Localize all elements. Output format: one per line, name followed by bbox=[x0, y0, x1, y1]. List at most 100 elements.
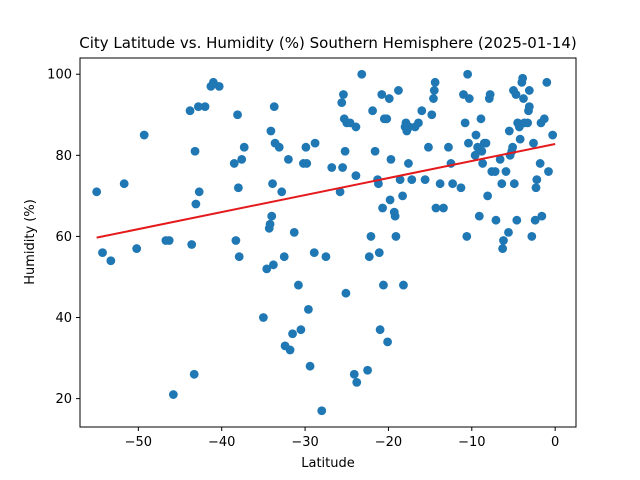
data-point bbox=[98, 248, 107, 258]
data-point bbox=[357, 69, 367, 79]
data-point bbox=[439, 203, 448, 213]
data-point bbox=[214, 81, 224, 91]
data-point bbox=[481, 138, 491, 148]
data-point bbox=[535, 159, 545, 168]
data-point bbox=[265, 219, 275, 229]
data-point bbox=[544, 167, 553, 176]
data-point bbox=[456, 183, 466, 193]
data-point bbox=[132, 244, 142, 253]
data-point bbox=[497, 179, 507, 189]
data-point bbox=[379, 280, 388, 290]
data-point bbox=[349, 369, 359, 379]
data-point bbox=[378, 203, 387, 213]
data-point bbox=[518, 73, 528, 83]
data-point bbox=[495, 154, 505, 164]
chart-title: City Latitude vs. Humidity (%) Southern … bbox=[79, 34, 576, 52]
data-point bbox=[194, 187, 204, 197]
data-point bbox=[352, 378, 362, 387]
data-point bbox=[339, 90, 348, 99]
data-point bbox=[385, 195, 395, 205]
data-point bbox=[351, 122, 361, 132]
data-point bbox=[483, 191, 493, 201]
data-point bbox=[106, 256, 116, 266]
y-tick-label: 60 bbox=[55, 230, 72, 245]
data-point bbox=[394, 86, 403, 95]
data-point bbox=[523, 118, 533, 128]
data-point bbox=[340, 146, 350, 156]
data-point bbox=[414, 118, 423, 128]
data-point bbox=[529, 138, 538, 148]
data-point bbox=[532, 175, 542, 185]
data-point bbox=[337, 98, 347, 107]
data-point bbox=[335, 187, 345, 197]
data-point bbox=[508, 142, 518, 152]
data-point bbox=[490, 167, 500, 176]
data-point bbox=[279, 252, 289, 262]
data-point bbox=[274, 142, 284, 152]
data-point bbox=[368, 106, 377, 116]
data-point bbox=[327, 163, 337, 172]
data-point bbox=[190, 146, 200, 156]
x-tick-label: −40 bbox=[208, 435, 235, 450]
data-point bbox=[464, 138, 473, 148]
x-tick-label: −30 bbox=[291, 435, 318, 450]
data-point bbox=[464, 94, 474, 103]
data-point bbox=[269, 260, 278, 270]
data-point bbox=[92, 187, 102, 197]
data-point bbox=[524, 86, 534, 95]
data-point bbox=[429, 86, 439, 95]
data-point bbox=[491, 215, 501, 225]
data-point bbox=[530, 215, 540, 225]
data-point bbox=[374, 248, 384, 258]
data-point bbox=[485, 90, 495, 99]
data-point bbox=[504, 227, 513, 237]
plot-area bbox=[92, 69, 558, 416]
data-point bbox=[363, 365, 372, 375]
data-point bbox=[338, 163, 347, 172]
data-point bbox=[474, 211, 484, 221]
axis-ticks: −50 −40 −30 −20 −10 0 20 40 60 80 100 bbox=[47, 68, 559, 450]
data-point bbox=[509, 179, 519, 189]
x-axis-label: Latitude bbox=[301, 456, 355, 471]
data-point bbox=[499, 236, 508, 245]
data-point bbox=[262, 264, 272, 274]
data-point bbox=[390, 211, 400, 221]
data-point bbox=[304, 305, 313, 314]
data-point bbox=[237, 154, 247, 164]
data-point bbox=[233, 110, 242, 120]
data-point bbox=[384, 94, 394, 103]
data-point bbox=[537, 211, 547, 221]
data-point bbox=[289, 227, 299, 237]
data-point bbox=[511, 90, 521, 99]
data-point bbox=[231, 236, 241, 245]
data-point bbox=[382, 114, 392, 124]
data-point bbox=[504, 126, 514, 136]
data-point bbox=[139, 130, 149, 140]
data-point bbox=[471, 130, 481, 140]
data-point bbox=[527, 232, 537, 241]
data-point bbox=[284, 154, 293, 164]
data-point bbox=[435, 179, 445, 189]
data-point bbox=[187, 240, 197, 249]
data-point bbox=[200, 102, 210, 112]
data-point bbox=[164, 236, 174, 245]
data-point bbox=[310, 138, 320, 148]
data-point bbox=[309, 248, 319, 258]
data-point bbox=[407, 175, 417, 185]
data-point bbox=[119, 179, 129, 189]
data-point bbox=[391, 232, 401, 241]
data-point bbox=[430, 77, 440, 87]
data-point bbox=[524, 102, 534, 112]
data-point bbox=[470, 150, 480, 160]
data-point bbox=[476, 114, 486, 124]
data-point bbox=[267, 211, 277, 221]
data-point bbox=[444, 142, 453, 152]
data-point bbox=[366, 232, 376, 241]
regression-line bbox=[96, 142, 556, 239]
data-point bbox=[539, 114, 549, 124]
data-point bbox=[548, 130, 558, 140]
data-point bbox=[305, 361, 315, 371]
data-point bbox=[229, 159, 239, 168]
data-point bbox=[501, 167, 511, 176]
data-point bbox=[477, 146, 487, 156]
